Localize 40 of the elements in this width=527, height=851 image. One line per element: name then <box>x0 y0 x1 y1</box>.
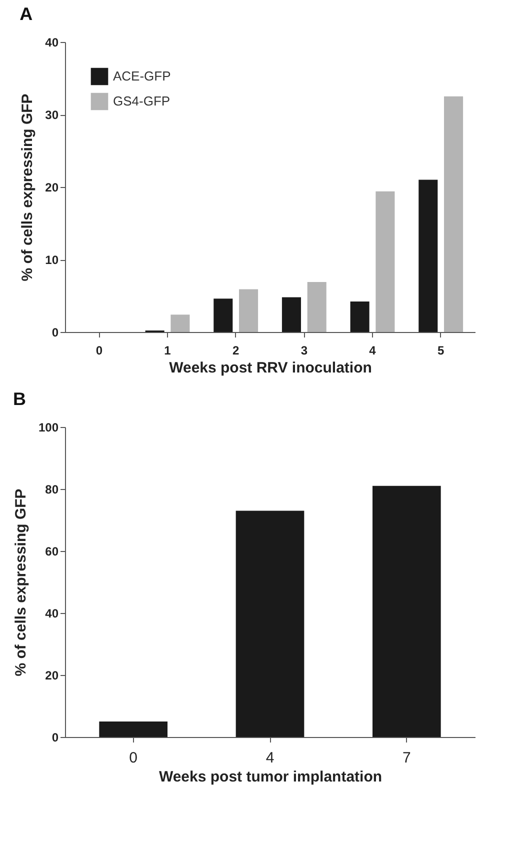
y-tick-label: 60 <box>45 544 59 558</box>
x-tick-label: 4 <box>369 344 376 358</box>
bar <box>99 722 168 737</box>
bar <box>376 191 395 332</box>
chart-title: A <box>20 4 33 24</box>
bar <box>307 282 326 332</box>
bar <box>350 302 370 332</box>
y-tick-label: 20 <box>45 180 59 194</box>
x-tick-label: 5 <box>437 344 444 358</box>
x-axis-title: Weeks post tumor implantation <box>158 768 382 786</box>
x-tick-label: 0 <box>96 344 103 358</box>
x-tick-label: 2 <box>232 344 240 358</box>
y-tick-label: 0 <box>52 326 59 340</box>
legend-label: GS4-GFP <box>113 94 170 108</box>
x-tick-label: 3 <box>300 344 308 358</box>
x-tick-label: 0 <box>129 750 138 766</box>
y-axis-title: % of cells expressing GFP <box>19 94 36 282</box>
bar <box>444 96 464 332</box>
bar <box>282 297 301 332</box>
bar <box>236 510 304 737</box>
x-tick-label: 4 <box>266 750 274 766</box>
y-tick-label: 30 <box>45 108 59 122</box>
y-tick-label: 100 <box>38 420 59 434</box>
x-axis-title: Weeks post RRV inoculation <box>169 360 372 376</box>
bar <box>214 298 233 332</box>
x-tick-label: 1 <box>164 344 172 358</box>
y-tick-label: 20 <box>45 668 59 682</box>
y-tick-label: 80 <box>45 482 59 496</box>
bar <box>239 289 258 332</box>
y-axis-title: % of cells expressing GFP <box>12 488 30 676</box>
bar <box>372 486 441 737</box>
y-tick-label: 40 <box>45 606 59 620</box>
y-tick-label: 10 <box>45 253 59 267</box>
bar <box>170 314 190 332</box>
legend-label: ACE-GFP <box>113 68 171 84</box>
y-tick-label: 0 <box>52 730 59 744</box>
x-tick-label: 7 <box>402 750 411 766</box>
chart-title: B <box>12 389 26 409</box>
y-tick-label: 40 <box>45 36 59 50</box>
bar <box>418 180 438 332</box>
